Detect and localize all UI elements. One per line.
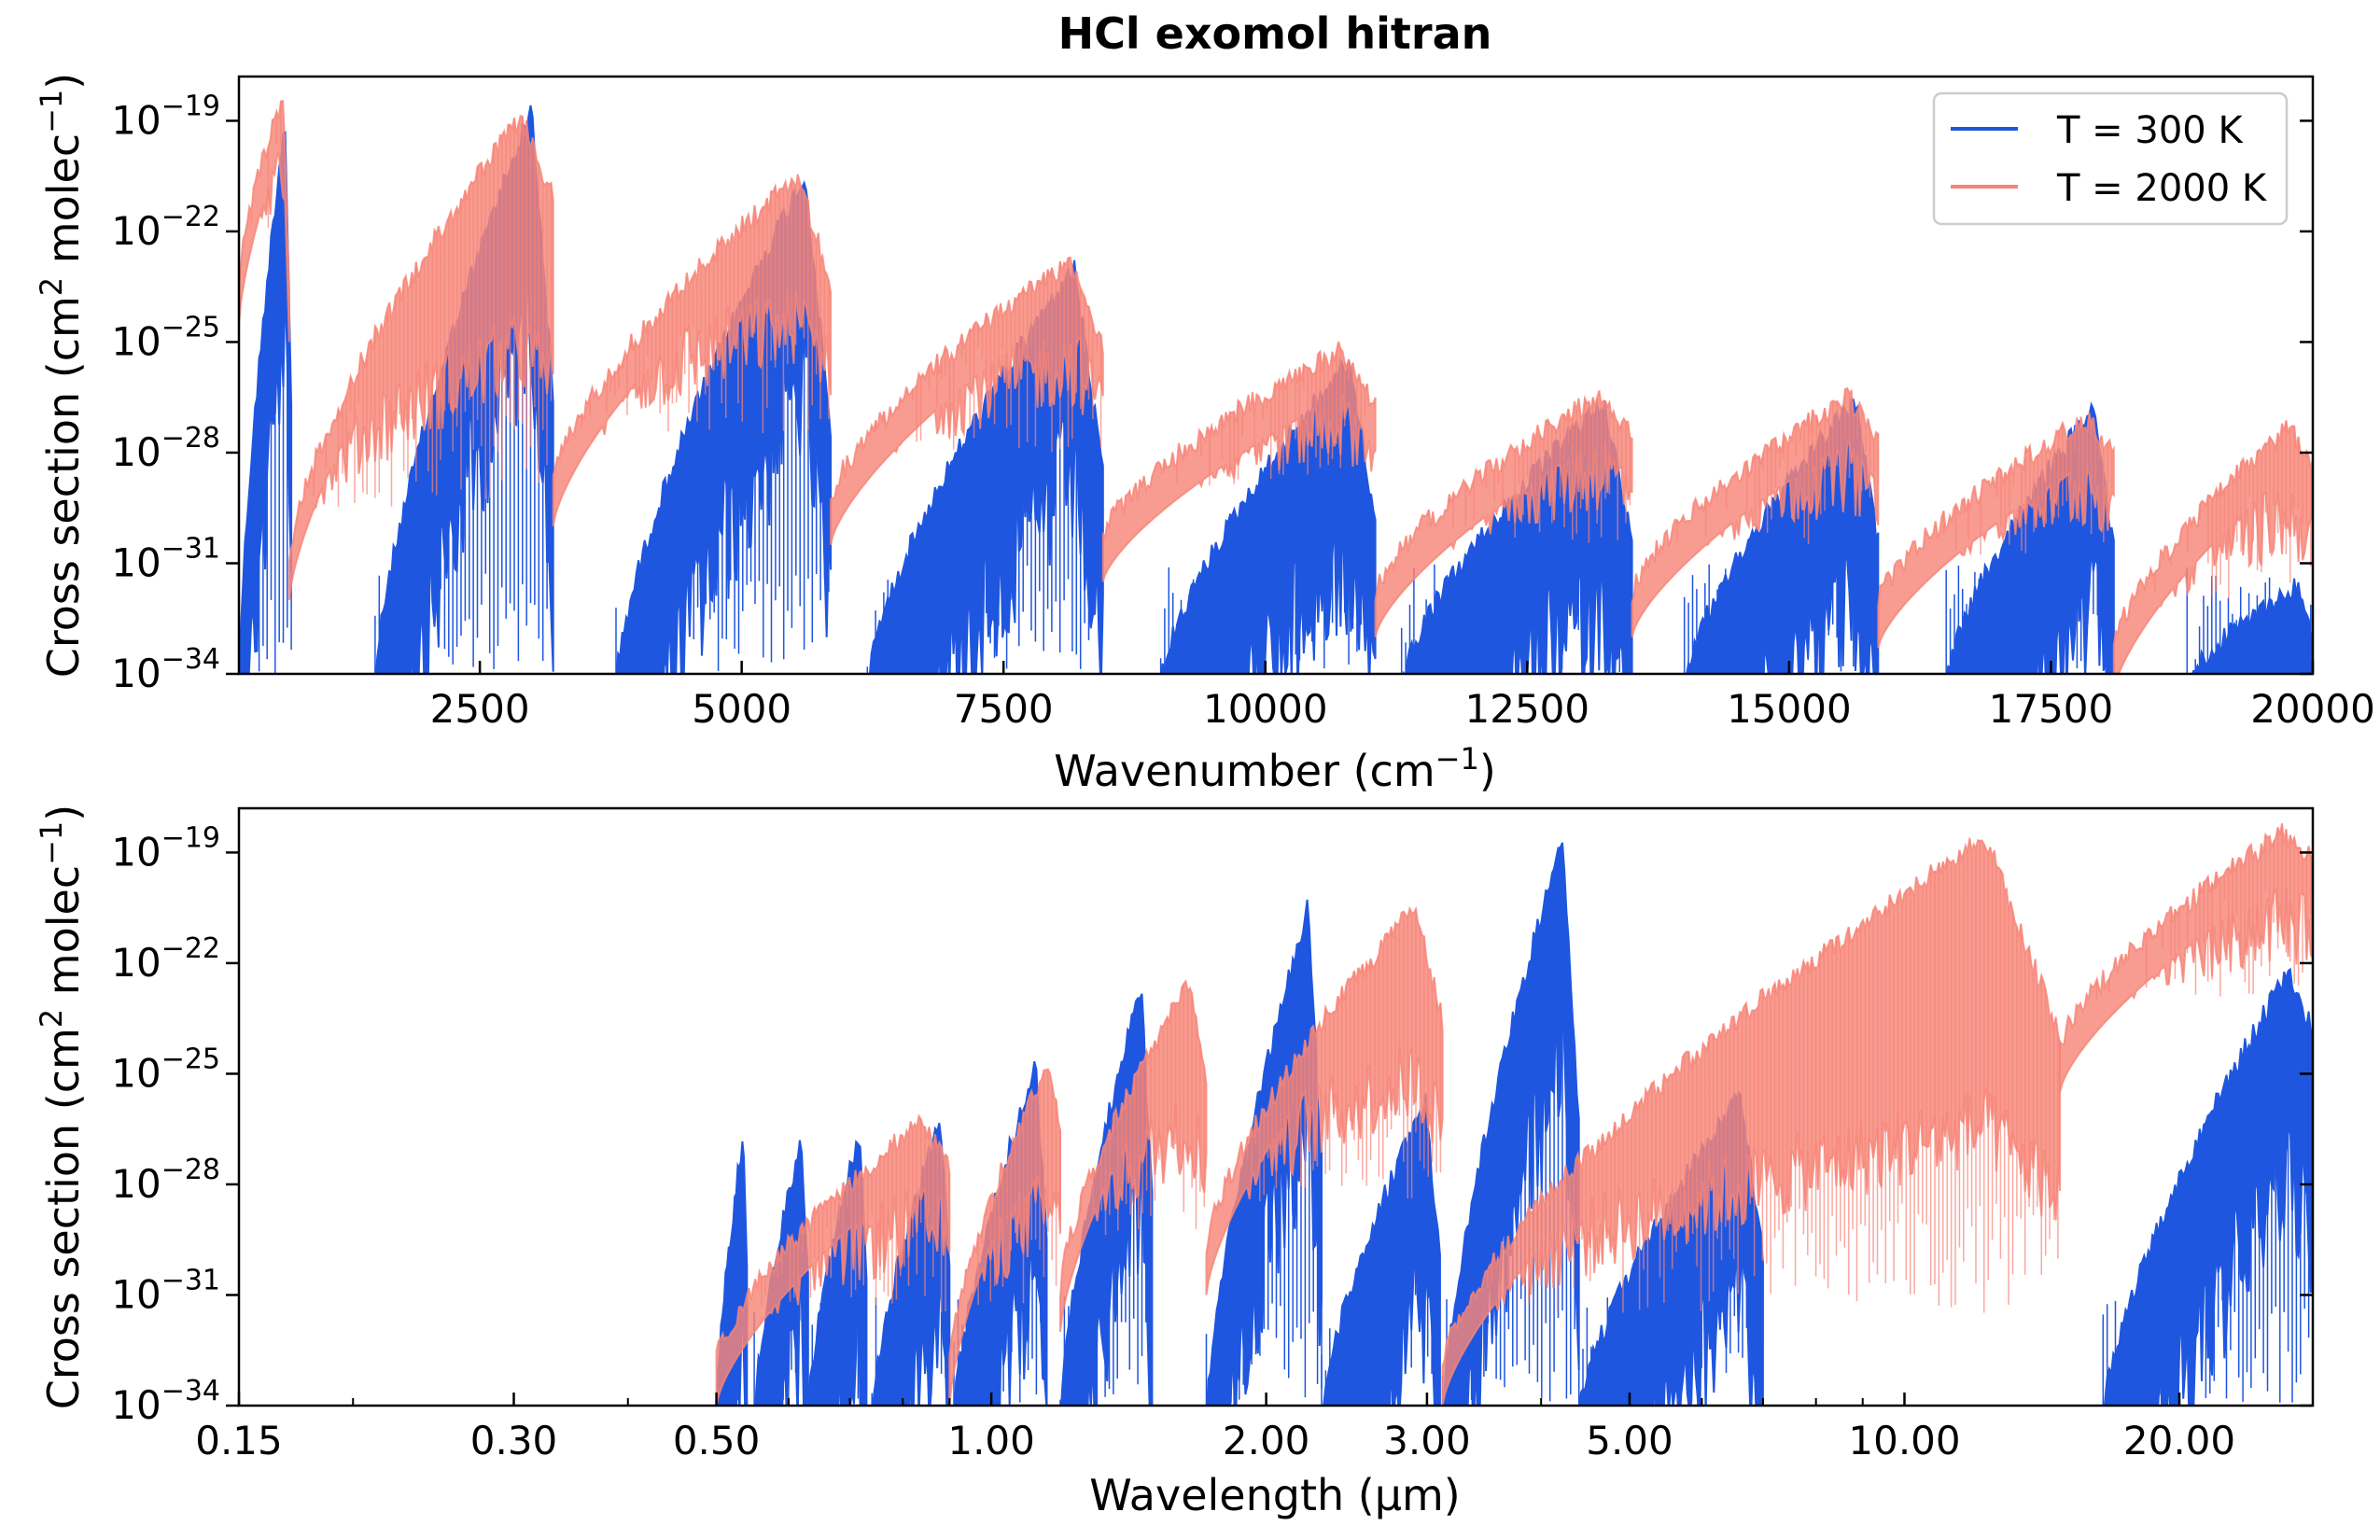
bottom-lines-300k-10 bbox=[2102, 971, 2313, 1406]
bottom-xtick-label-1: 0.30 bbox=[470, 1418, 558, 1463]
bottom-xtick-label-3: 1.00 bbox=[947, 1418, 1035, 1463]
figure-title: HCl exomol hitran bbox=[1058, 8, 1492, 59]
legend: T = 300 K T = 2000 K bbox=[1932, 91, 2289, 226]
top-band-300k-8 bbox=[2191, 578, 2313, 674]
bottom-axes-frame bbox=[237, 806, 2315, 1407]
bottom-ytick-label-2: 10−25 bbox=[111, 1043, 220, 1096]
bottom-lines-2000k-1 bbox=[977, 1069, 1061, 1305]
top-xtick-label-6: 17500 bbox=[1989, 686, 2114, 732]
top-panel: 10−19 10−22 10−25 10−28 10−31 10−34 2500 5000 7… bbox=[34, 73, 2375, 796]
bottom-plot-area bbox=[715, 823, 2313, 1406]
bottom-ytick-label-3: 10−28 bbox=[111, 1154, 220, 1207]
top-lines-2000k-2 bbox=[581, 178, 830, 434]
bottom-ytick-label-1: 10−22 bbox=[111, 932, 220, 986]
bottom-lines-2000k-0 bbox=[752, 1119, 951, 1312]
top-band-2000k-8 bbox=[2112, 420, 2313, 674]
bottom-xtick-label-7: 10.00 bbox=[1848, 1418, 1960, 1463]
top-band-2000k-5 bbox=[1374, 390, 1633, 637]
legend-label-2000k: T = 2000 K bbox=[2056, 167, 2268, 210]
top-lines-300k-5 bbox=[1400, 413, 1633, 674]
bottom-xtick-label-2: 0.50 bbox=[673, 1418, 761, 1463]
top-lines-2000k-7 bbox=[1942, 423, 2113, 555]
top-ytick-label-5: 10−34 bbox=[111, 643, 220, 696]
bottom-xtick-label-6: 5.00 bbox=[1586, 1418, 1673, 1463]
top-ytick-label-4: 10−31 bbox=[111, 532, 220, 585]
bottom-ytick-label-5: 10−34 bbox=[111, 1375, 220, 1428]
bottom-ytick-label-4: 10−31 bbox=[111, 1264, 220, 1317]
legend-label-300k: T = 300 K bbox=[2056, 109, 2244, 152]
top-ytick-label-3: 10−28 bbox=[111, 422, 220, 475]
bottom-x-axis-label: Wavelength (μm) bbox=[1089, 1470, 1460, 1520]
top-axes-frame bbox=[237, 75, 2315, 676]
bottom-y-axis-label: Cross section (cm2 molec−1) bbox=[34, 805, 89, 1410]
top-ytick-label-0: 10−19 bbox=[111, 90, 220, 143]
top-lines-300k-3 bbox=[866, 267, 1102, 674]
top-xtick-label-5: 15000 bbox=[1727, 686, 1852, 732]
bottom-y-axis: 10−19 10−22 10−25 10−28 10−31 10−34 bbox=[111, 821, 2313, 1428]
top-y-axis: 10−19 10−22 10−25 10−28 10−31 10−34 bbox=[111, 90, 2313, 696]
top-band-2000k-0 bbox=[239, 99, 290, 343]
bottom-lines-2000k-4 bbox=[1466, 840, 2059, 1313]
top-xtick-label-1: 5000 bbox=[692, 686, 791, 732]
top-x-axis: 2500 5000 7500 10000 12500 15000 17500 20000 bbox=[430, 661, 2375, 732]
top-xtick-label-4: 12500 bbox=[1465, 686, 1590, 732]
top-xtick-label-3: 10000 bbox=[1203, 686, 1328, 732]
bottom-lines-2000k-2 bbox=[1080, 984, 1206, 1236]
top-lines-300k-4 bbox=[1159, 359, 1375, 674]
top-lines-300k-0 bbox=[239, 133, 292, 674]
bottom-x-axis: 0.15 0.30 0.50 1.00 2.00 3.00 5.00 10.00 20.00 bbox=[195, 1393, 2235, 1463]
bottom-lines-300k-7 bbox=[1321, 1108, 1441, 1406]
top-band-2000k-2 bbox=[552, 174, 833, 527]
top-xtick-label-7: 20000 bbox=[2250, 686, 2375, 732]
top-lines-300k-7 bbox=[1945, 409, 2115, 674]
legend-box bbox=[1932, 91, 2289, 226]
top-lines-2000k-4 bbox=[1163, 348, 1370, 486]
bottom-xtick-label-0: 0.15 bbox=[195, 1418, 283, 1463]
bottom-ytick-label-0: 10−19 bbox=[111, 821, 220, 875]
bottom-band-2000k-0 bbox=[715, 1113, 951, 1406]
top-xtick-label-0: 2500 bbox=[430, 686, 530, 732]
bottom-xtick-label-5: 3.00 bbox=[1383, 1418, 1471, 1463]
bottom-band-2000k-1 bbox=[948, 1068, 1061, 1406]
top-lines-300k-8 bbox=[2186, 567, 2312, 674]
bottom-series-2000k bbox=[715, 823, 2313, 1406]
top-ytick-label-1: 10−22 bbox=[111, 201, 220, 254]
bottom-xtick-label-4: 2.00 bbox=[1223, 1418, 1310, 1463]
top-xtick-label-2: 7500 bbox=[954, 686, 1054, 732]
top-y-axis-label: Cross section (cm2 molec−1) bbox=[34, 73, 89, 679]
top-series-2000k bbox=[239, 99, 2313, 674]
bottom-xtick-label-8: 20.00 bbox=[2123, 1418, 2235, 1463]
top-plot-area bbox=[239, 99, 2313, 674]
top-x-axis-label: Wavenumber (cm−1) bbox=[1054, 741, 1496, 796]
top-ytick-label-2: 10−25 bbox=[111, 311, 220, 364]
bottom-lines-2000k-3 bbox=[1246, 909, 1442, 1201]
